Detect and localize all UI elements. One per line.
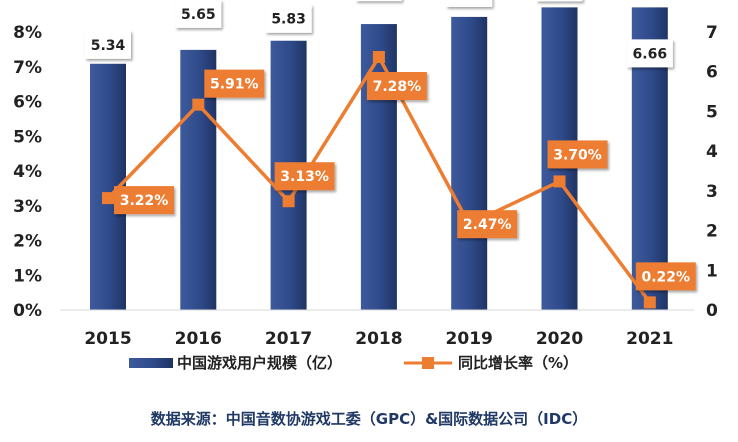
rate-label-2020: 3.70% [547, 140, 608, 169]
rate-label-box [366, 72, 427, 101]
rate-label-2019: 2.47% [457, 210, 518, 239]
left-axis-tick: 3% [13, 197, 42, 217]
left-axis-tick: 5% [13, 127, 42, 147]
legend-bar-swatch [129, 358, 173, 368]
rate-label-box [204, 69, 265, 98]
rate-label-2016: 5.91% [204, 69, 265, 98]
left-axis-tick: 7% [13, 58, 42, 78]
rate-marker-2018 [372, 51, 385, 64]
rate-data-labels: 3.22% 5.91% 3.13% 7.28% 2.47% 3.70% 0.22% [114, 69, 696, 291]
rate-label-text: 0.22% [642, 269, 691, 285]
bar-label-2016: 5.65 [175, 0, 222, 28]
right-axis-tick: 3 [706, 182, 718, 202]
bar-label-text: 6.41 [452, 0, 487, 2]
right-axis-tick: 0 [706, 301, 718, 321]
bar-label-box [536, 0, 583, 2]
x-tick-2020: 2020 [536, 329, 583, 349]
rate-label-box [114, 186, 174, 215]
bar-label-2019: 6.41 [446, 0, 493, 7]
bar-label-box [85, 30, 131, 59]
rate-label-2018: 7.28% [366, 72, 427, 101]
rate-label-box [547, 140, 608, 169]
bar-2018 [360, 24, 397, 311]
bar-label-box [446, 0, 493, 7]
right-axis: 0 1 2 3 4 5 6 7 [706, 23, 718, 321]
bar-label-box [265, 4, 312, 33]
left-axis-tick: 1% [13, 266, 42, 286]
left-axis-tick: 4% [13, 162, 42, 182]
right-axis-tick: 4 [706, 142, 718, 162]
rate-label-text: 3.22% [120, 193, 169, 209]
left-axis-tick: 2% [13, 232, 42, 252]
left-axis-tick: 8% [13, 23, 42, 43]
bar-data-labels: 5.34 5.65 5.83 6.25 6.41 6.64 6.66 [85, 0, 673, 68]
rate-marker-2015 [102, 192, 114, 205]
right-axis-tick: 2 [706, 222, 718, 242]
x-tick-2021: 2021 [626, 329, 673, 349]
rate-marker-2021 [643, 296, 656, 309]
rate-label-text: 2.47% [463, 217, 512, 233]
bar-label-text: 5.83 [271, 12, 306, 28]
right-axis-tick: 7 [706, 23, 718, 43]
legend: 中国游戏用户规模（亿） 同比增长率（%） [129, 354, 578, 372]
rate-label-2021: 0.22% [635, 262, 696, 291]
bar-label-box [175, 0, 222, 28]
left-axis-tick: 0% [13, 301, 42, 321]
rate-marker-2017 [282, 195, 295, 208]
right-axis-tick: 5 [706, 102, 718, 122]
rate-label-box [274, 162, 335, 191]
rate-label-text: 5.91% [210, 77, 259, 93]
left-axis: 0% 1% 2% 3% 4% 5% 6% 7% 8% [13, 23, 42, 321]
x-tick-2016: 2016 [175, 329, 222, 349]
bar-label-text: 6.66 [633, 46, 668, 62]
rate-marker-2020 [553, 175, 566, 188]
x-tick-2019: 2019 [446, 329, 493, 349]
rate-label-text: 3.70% [553, 147, 602, 163]
x-tick-2017: 2017 [265, 329, 312, 349]
x-tick-2015: 2015 [84, 329, 131, 349]
bar-label-2020: 6.64 [536, 0, 583, 2]
rate-marker-2016 [192, 98, 205, 111]
rate-label-text: 7.28% [373, 79, 422, 95]
left-axis-tick: 6% [13, 93, 42, 113]
x-axis: 2015 2016 2017 2018 2019 2020 2021 [60, 309, 694, 349]
legend-line-marker [422, 357, 434, 369]
bar-label-2018: 6.25 [355, 0, 402, 2]
bar-label-2017: 5.83 [265, 4, 312, 33]
legend-bar-label: 中国游戏用户规模（亿） [177, 354, 342, 372]
rate-label-2017: 3.13% [274, 162, 335, 191]
legend-line-label: 同比增长率（%） [458, 354, 578, 372]
bar-label-text: 5.34 [91, 38, 126, 54]
right-axis-tick: 6 [706, 63, 718, 83]
rate-label-box [457, 210, 518, 239]
bar-label-2015: 5.34 [85, 30, 131, 59]
bar-2019 [451, 16, 488, 311]
rate-label-2015: 3.22% [114, 186, 174, 215]
source-note: 数据来源：中国音数协游戏工委（GPC）&国际数据公司（IDC） [151, 410, 587, 428]
rate-label-box [635, 262, 696, 291]
rate-label-text: 3.13% [280, 169, 329, 185]
bar-label-box [626, 39, 673, 68]
bar-label-2021: 6.66 [626, 39, 673, 68]
x-tick-2018: 2018 [355, 329, 402, 349]
bar-label-box [355, 0, 402, 2]
right-axis-tick: 1 [706, 261, 718, 281]
bar-label-text: 5.65 [181, 7, 216, 23]
